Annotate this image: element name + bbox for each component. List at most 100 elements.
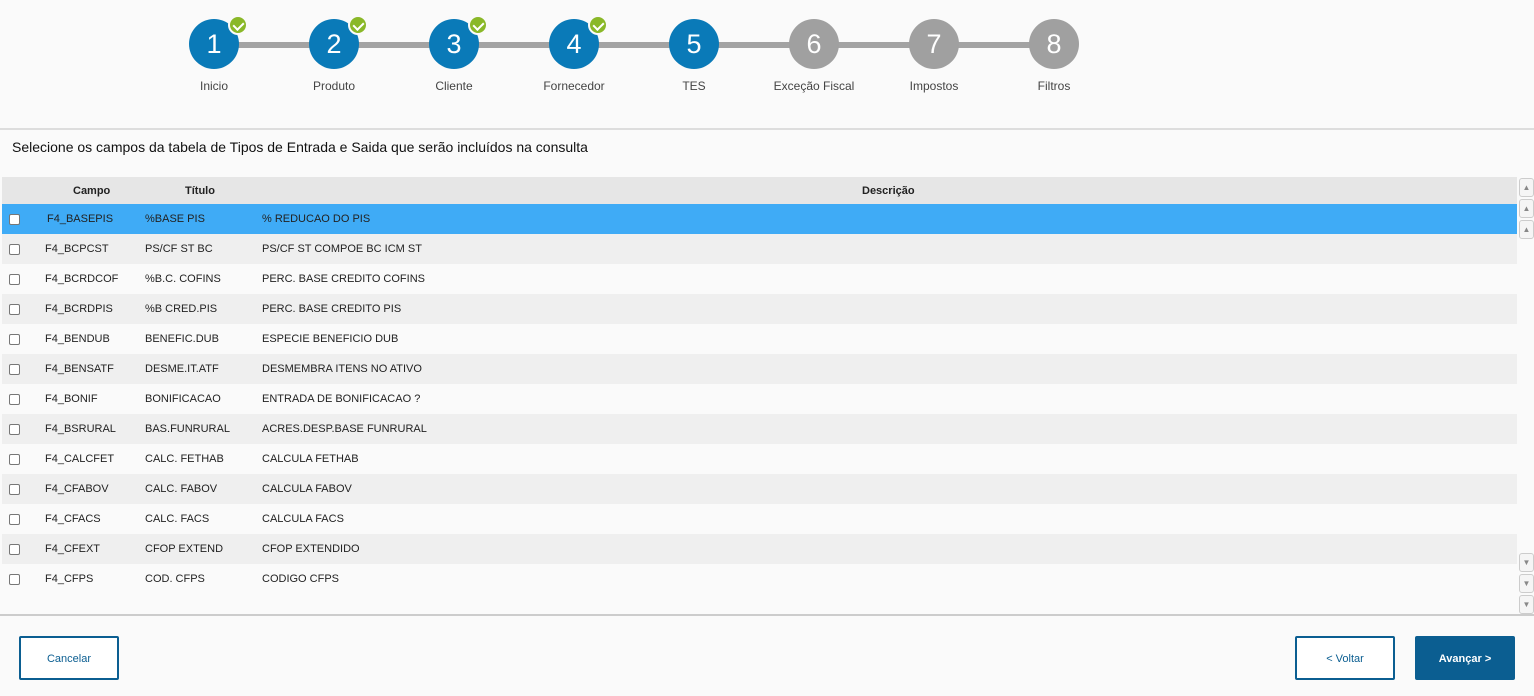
table-row[interactable]: F4_CFACS CALC. FACS CALCULA FACS [2,504,1517,534]
check-icon [468,15,488,35]
cell-titulo: PS/CF ST BC [145,243,213,255]
scroll-up-button[interactable]: ▲ [1519,220,1534,239]
table-header: Campo Título Descrição [2,177,1517,204]
step-circle: 4 [549,15,608,69]
step-connector [214,42,334,48]
cell-descricao: ENTRADA DE BONIFICACAO ? [262,393,421,405]
fields-table: Campo Título Descrição F4_BASEPIS %BASE … [2,177,1517,594]
scroll-page-up-button[interactable]: ▲ [1519,199,1534,218]
cell-campo: F4_CFEXT [45,543,101,555]
table-row[interactable]: F4_BSRURAL BAS.FUNRURAL ACRES.DESP.BASE … [2,414,1517,444]
cell-descricao: PERC. BASE CREDITO PIS [262,303,402,315]
step-8: 8 Filtros [994,19,1114,93]
table-row[interactable]: F4_BCPCST PS/CF ST BC PS/CF ST COMPOE BC… [2,234,1517,264]
cell-descricao: CFOP EXTENDIDO [262,543,360,555]
row-checkbox[interactable] [9,214,20,225]
table-row[interactable]: F4_CFPS COD. CFPS CODIGO CFPS [2,564,1517,594]
cell-descricao: ESPECIE BENEFICIO DUB [262,333,399,345]
table-row[interactable]: F4_BCRDPIS %B CRED.PIS PERC. BASE CREDIT… [2,294,1517,324]
cell-campo: F4_BSRURAL [45,423,116,435]
cell-descricao: ACRES.DESP.BASE FUNRURAL [262,423,427,435]
step-connector [814,42,934,48]
table-row[interactable]: F4_CFEXT CFOP EXTEND CFOP EXTENDIDO [2,534,1517,564]
check-icon [588,15,608,35]
cell-campo: F4_BENSATF [45,363,114,375]
step-connector [934,42,1054,48]
step-label: Fornecedor [543,79,605,93]
cell-descricao: CODIGO CFPS [262,573,340,585]
row-checkbox[interactable] [9,424,20,435]
step-label: Cliente [435,79,473,93]
cell-campo: F4_BCRDCOF [45,273,119,285]
step-4: 4 Fornecedor [514,15,634,93]
scroll-page-down-button[interactable]: ▼ [1519,574,1534,593]
cell-titulo: %B CRED.PIS [145,303,218,315]
table-row[interactable]: F4_BCRDCOF %B.C. COFINS PERC. BASE CREDI… [2,264,1517,294]
row-checkbox[interactable] [9,514,20,525]
row-checkbox[interactable] [9,454,20,465]
column-header-descricao[interactable]: Descrição [862,185,915,197]
step-label: Exceção Fiscal [773,79,855,93]
table-row[interactable]: F4_BASEPIS %BASE PIS % REDUCAO DO PIS [2,204,1517,234]
cell-titulo: BONIFICACAO [145,393,221,405]
row-checkbox[interactable] [9,334,20,345]
row-checkbox[interactable] [9,274,20,285]
next-button[interactable]: Avançar > [1415,636,1515,680]
cell-descricao: CALCULA FETHAB [262,453,359,465]
cell-descricao: CALCULA FABOV [262,483,352,495]
step-connector [454,42,574,48]
step-number: 3 [446,29,462,59]
step-number: 2 [326,29,342,59]
step-circle: 6 [789,19,839,69]
table-row[interactable]: F4_CFABOV CALC. FABOV CALCULA FABOV [2,474,1517,504]
back-button[interactable]: < Voltar [1295,636,1395,680]
table-row[interactable]: F4_CALCFET CALC. FETHAB CALCULA FETHAB [2,444,1517,474]
row-checkbox[interactable] [9,394,20,405]
step-6: 6 Exceção Fiscal [754,19,874,93]
table-row[interactable]: F4_BENDUB BENEFIC.DUB ESPECIE BENEFICIO … [2,324,1517,354]
cell-campo: F4_CALCFET [45,453,115,465]
scroll-top-button[interactable]: ▲ [1519,178,1534,197]
step-circle: 8 [1029,19,1079,69]
cell-campo: F4_CFACS [45,513,101,525]
row-checkbox[interactable] [9,304,20,315]
column-header-titulo[interactable]: Título [185,185,215,197]
cell-campo: F4_BONIF [45,393,98,405]
row-checkbox[interactable] [9,484,20,495]
row-checkbox[interactable] [9,244,20,255]
cell-titulo: COD. CFPS [145,573,205,585]
step-connector [574,42,694,48]
column-header-campo[interactable]: Campo [73,185,111,197]
cell-descricao: PERC. BASE CREDITO COFINS [262,273,425,285]
scroll-down-button[interactable]: ▼ [1519,553,1534,572]
cell-campo: F4_CFABOV [45,483,109,495]
step-circle: 3 [429,15,488,69]
step-number: 5 [686,29,702,59]
cell-descricao: CALCULA FACS [262,513,344,525]
step-circle: 2 [309,15,368,69]
table-row[interactable]: F4_BENSATF DESME.IT.ATF DESMEMBRA ITENS … [2,354,1517,384]
cell-titulo: DESME.IT.ATF [145,363,219,375]
scroll-bottom-button[interactable]: ▼ [1519,595,1534,614]
step-circle: 1 [189,15,248,69]
cell-titulo: BAS.FUNRURAL [145,423,230,435]
table-row[interactable]: F4_BONIF BONIFICACAO ENTRADA DE BONIFICA… [2,384,1517,414]
step-connector [334,42,454,48]
cell-titulo: CFOP EXTEND [145,543,224,555]
step-number: 8 [1046,29,1062,59]
step-label: Produto [312,79,356,93]
row-checkbox[interactable] [9,574,20,585]
step-circle: 7 [909,19,959,69]
step-label: TES [682,79,706,93]
step-number: 4 [566,29,582,59]
step-number: 1 [206,29,222,59]
cancel-button[interactable]: Cancelar [19,636,119,680]
instruction-text: Selecione os campos da tabela de Tipos d… [12,139,588,155]
row-checkbox[interactable] [9,544,20,555]
step-label: Inicio [199,79,228,93]
cell-campo: F4_BCPCST [45,243,109,255]
cell-descricao: DESMEMBRA ITENS NO ATIVO [262,363,422,375]
step-number: 7 [926,29,942,59]
cell-titulo: CALC. FETHAB [145,453,224,465]
row-checkbox[interactable] [9,364,20,375]
